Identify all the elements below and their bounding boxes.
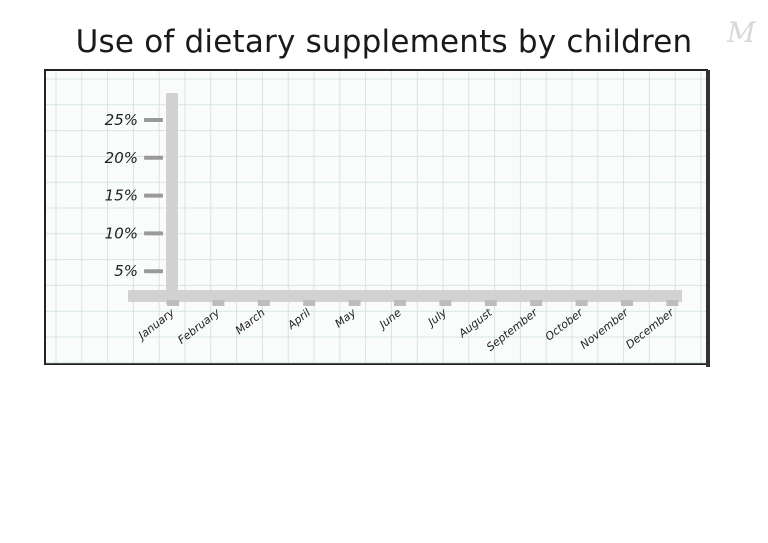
x-tick-label: September: [484, 305, 541, 354]
x-tick-mark: [530, 300, 543, 306]
x-tick-mark: [394, 300, 406, 306]
x-tick-mark: [439, 300, 452, 306]
x-tick-mark: [575, 300, 588, 306]
y-tick-mark: [144, 193, 163, 198]
y-axis-line: [166, 93, 178, 304]
x-tick-mark: [212, 300, 225, 306]
x-tick-label: May: [333, 306, 359, 331]
x-tick-mark: [621, 300, 633, 306]
x-tick-label: June: [375, 306, 404, 332]
y-tick-mark: [144, 269, 163, 274]
x-tick-mark: [348, 300, 361, 306]
x-tick-mark: [167, 300, 179, 306]
y-tick-label: 15%: [105, 187, 138, 205]
x-tick-mark: [303, 300, 316, 306]
y-tick-label: 25%: [105, 111, 138, 129]
y-tick-mark: [144, 118, 163, 122]
x-axis-line: [128, 290, 682, 302]
y-tick-label: 5%: [114, 262, 138, 280]
x-tick-label: July: [424, 306, 450, 330]
x-tick-mark: [257, 300, 270, 306]
x-tick-label: February: [175, 306, 222, 347]
y-tick-label: 10%: [105, 224, 138, 242]
chart-title: Use of dietary supplements by children: [75, 24, 693, 60]
x-tick-label: April: [284, 306, 313, 332]
grid-lines: [46, 71, 706, 364]
x-tick-label: December: [623, 305, 677, 351]
axes: [128, 93, 682, 304]
x-tick-mark: [666, 300, 679, 306]
frame-shadow: [706, 70, 710, 367]
y-axis-ticks: 5% 10% 15% 20% 25%: [105, 111, 163, 280]
y-tick-mark: [144, 231, 163, 236]
y-tick-mark: [144, 155, 163, 160]
corner-watermark: M: [727, 16, 756, 49]
y-tick-label: 20%: [105, 149, 138, 167]
x-tick-mark: [484, 300, 497, 306]
